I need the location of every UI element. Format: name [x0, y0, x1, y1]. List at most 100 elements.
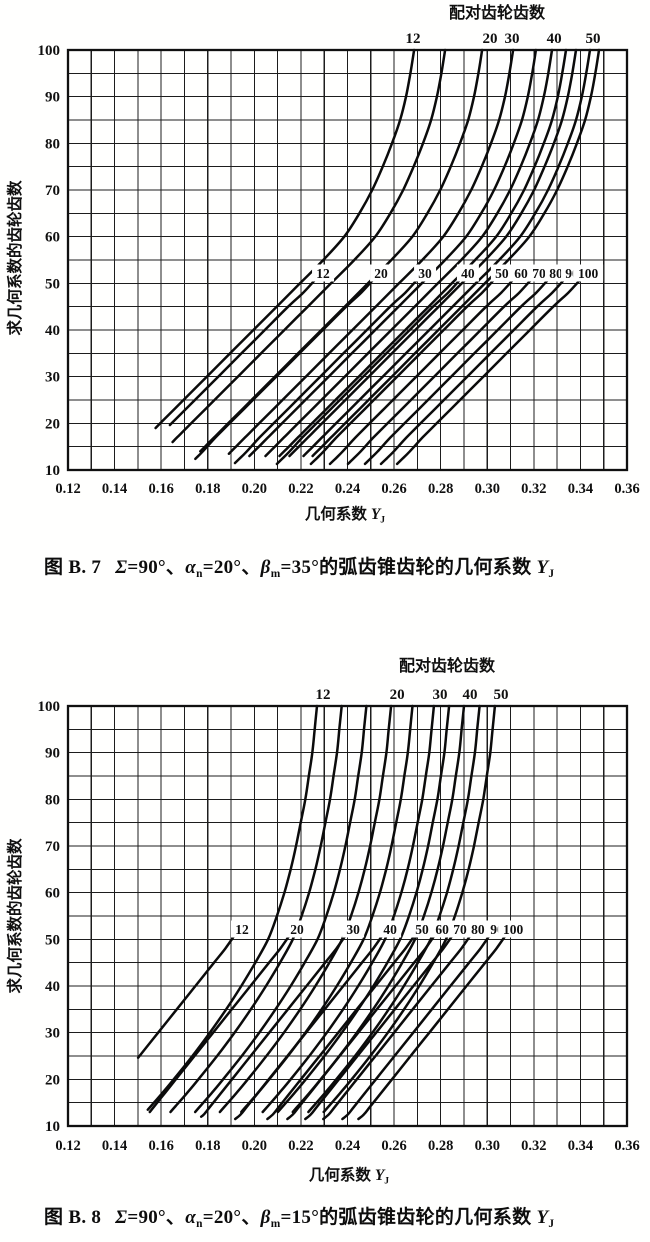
- x-tick-label: 0.22: [288, 1138, 313, 1154]
- top-curve-label: 12: [316, 687, 331, 703]
- x-tick-label: 0.14: [102, 481, 127, 497]
- y-tick-label: 30: [45, 1026, 60, 1042]
- curve-upper-12: [146, 704, 319, 1111]
- y-tick-label: 70: [45, 183, 60, 199]
- curve-upper-12: [154, 48, 416, 430]
- curve-label: 12: [235, 922, 249, 937]
- x-tick-label: 0.28: [428, 1138, 453, 1154]
- figure-b8-caption: 图 B. 8 Σ=90°、αn=20°、βm=15°的弧齿锥齿轮的几何系数 YJ: [44, 1202, 644, 1230]
- x-tick-label: 0.32: [521, 481, 546, 497]
- figure-b8: 12 20 30 40 50 60 70 80 90 100 配对齿轮齿数 12 20 30 40 50 0.1…: [5, 656, 640, 1186]
- x-tick-label: 0.16: [148, 481, 173, 497]
- top-curve-label: 12: [405, 31, 420, 47]
- caption-segment: =90°、: [127, 1207, 186, 1228]
- curve-label: 100: [578, 266, 599, 281]
- x-tick-label: 0.30: [475, 1138, 500, 1154]
- caption-segment: 图 B. 7: [44, 557, 102, 578]
- caption-segment: =90°、: [127, 557, 186, 578]
- grid: [67, 705, 628, 1127]
- y-tick-label: 60: [45, 886, 60, 902]
- top-curve-label: 50: [493, 687, 508, 703]
- curve-label-box: [379, 920, 402, 938]
- curve-label: 70: [453, 922, 467, 937]
- y-tick-label: 40: [45, 979, 60, 995]
- x-axis-title: 几何系数 YJ: [305, 504, 385, 525]
- curve-upper-40: [264, 48, 554, 458]
- curve-label-box: [414, 264, 437, 282]
- curve-label: 80: [471, 922, 485, 937]
- curve-label: 30: [346, 922, 360, 937]
- x-tick-label: 0.22: [288, 481, 313, 497]
- caption-segment: Y: [536, 1207, 549, 1228]
- top-axis-title: 配对齿轮齿数: [399, 656, 496, 675]
- curve-upper-30: [227, 48, 515, 455]
- y-tick-label: 70: [45, 839, 60, 855]
- curve-label: 60: [435, 922, 449, 937]
- curve-label-box: [527, 264, 550, 282]
- x-tick-labels: 0.12 0.14 0.16 0.18 0.20 0.22 0.24 0.26 0.28 0.30…: [55, 481, 639, 497]
- y-tick-label: 10: [45, 1119, 60, 1135]
- curve-mate-teeth-12: [168, 277, 318, 427]
- curve-mate-teeth-80: [363, 277, 551, 466]
- curve-label-box: [573, 264, 604, 282]
- curve-label: 100: [503, 922, 524, 937]
- top-curve-label: 20: [390, 687, 405, 703]
- x-tick-label: 0.20: [242, 1138, 267, 1154]
- y-tick-label: 80: [45, 136, 60, 152]
- y-tick-label: 90: [45, 90, 60, 106]
- caption-segment: m: [270, 1217, 281, 1230]
- curve-label: 20: [374, 266, 388, 281]
- plot-border: [66, 704, 629, 1128]
- y-tick-label: 100: [38, 43, 61, 59]
- curve-label: 60: [514, 266, 528, 281]
- curve-mate-teeth-80: [322, 933, 473, 1121]
- y-tick-label: 60: [45, 230, 60, 246]
- y-tick-label: 90: [45, 746, 60, 762]
- y-tick-label: 80: [45, 792, 60, 808]
- curve-label: 70: [532, 266, 546, 281]
- curve-label-box: [370, 264, 393, 282]
- curve-upper-50: [302, 48, 592, 458]
- curve-label: 20: [290, 922, 304, 937]
- top-curve-label: 40: [463, 687, 478, 703]
- curve-label: 80: [549, 266, 563, 281]
- x-tick-label: 0.14: [102, 1138, 127, 1154]
- curve-mate-teeth-12: [136, 933, 237, 1059]
- x-tick-label: 0.36: [614, 1138, 639, 1154]
- caption-segment: J: [548, 567, 555, 580]
- curve-label: 30: [418, 266, 432, 281]
- caption-segment: =20°、: [202, 1207, 261, 1228]
- curve-mate-teeth-90: [341, 933, 492, 1121]
- y-tick-label: 10: [45, 463, 60, 479]
- curve-label-box: [448, 920, 471, 938]
- caption-segment: =15°的弧齿锥齿轮的几何系数: [280, 1207, 537, 1228]
- curve-mate-teeth-50: [266, 933, 417, 1121]
- grid: [67, 49, 628, 471]
- caption-segment: α: [185, 1207, 197, 1228]
- x-tick-label: 0.12: [55, 1138, 80, 1154]
- caption-segment: Σ: [115, 1207, 128, 1228]
- y-tick-label: 50: [45, 932, 60, 948]
- y-axis-title: 求几何系数的齿轮齿数: [5, 180, 24, 336]
- y-tick-label: 50: [45, 276, 60, 292]
- curve-upper-u2: [193, 704, 368, 1114]
- curve-label-box: [456, 264, 479, 282]
- x-tick-label: 0.20: [242, 481, 267, 497]
- plot-border: [66, 48, 629, 472]
- curve-label-box: [285, 920, 308, 938]
- curve-label-box: [312, 264, 335, 282]
- curve-upper-u6: [278, 48, 568, 458]
- curve-label: 50: [495, 266, 509, 281]
- caption-segment: 图 B. 8: [44, 1207, 102, 1228]
- x-tick-label: 0.24: [335, 481, 360, 497]
- curve-mate-teeth-50: [309, 277, 497, 466]
- curve-mate-teeth-30: [199, 933, 348, 1118]
- top-curve-label: 30: [504, 31, 519, 47]
- curve-upper-u4: [240, 704, 414, 1114]
- x-tick-label: 0.34: [568, 481, 593, 497]
- curves: [136, 704, 508, 1121]
- curve-label-box: [230, 920, 253, 938]
- caption-segment: J: [548, 1217, 555, 1230]
- x-tick-label: 0.26: [381, 1138, 406, 1154]
